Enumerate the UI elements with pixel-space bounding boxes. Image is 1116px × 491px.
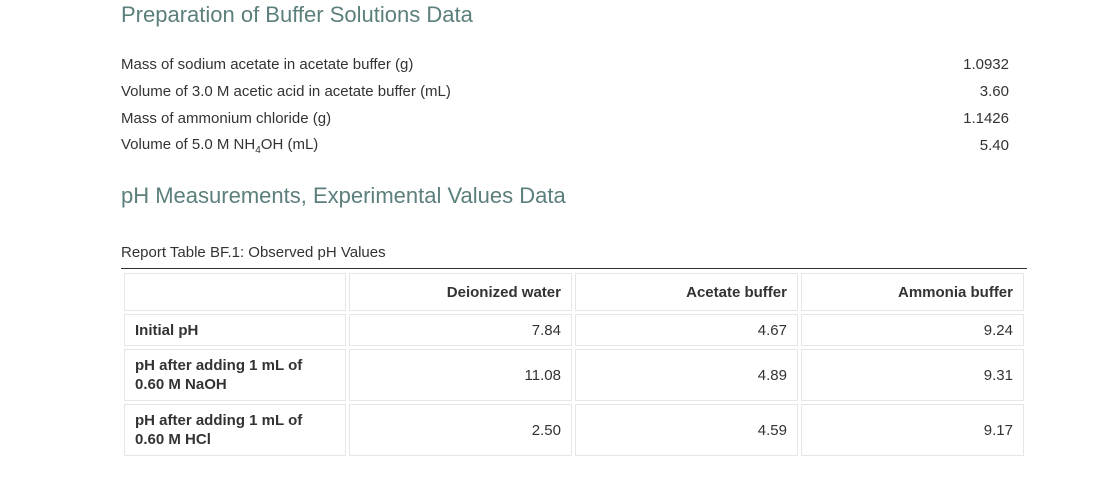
row-label-line: 0.60 M HCl	[135, 431, 211, 448]
cell-value: 7.84	[348, 314, 572, 346]
prep-data-list: Mass of sodium acetate in acetate buffer…	[121, 51, 1009, 159]
prep-value: 1.1426	[963, 110, 1009, 127]
cell-value: 9.31	[800, 349, 1024, 401]
prep-row-ammonium-chloride: Mass of ammonium chloride (g) 1.1426	[121, 105, 1009, 132]
cell-value: 4.89	[574, 349, 798, 401]
label-subscript: 4	[255, 144, 261, 156]
header-ammonia-buffer: Ammonia buffer	[800, 273, 1024, 311]
table-row: pH after adding 1 mL of 0.60 M NaOH 11.0…	[124, 349, 1024, 401]
cell-value: 4.67	[574, 314, 798, 346]
observed-ph-table: Deionized water Acetate buffer Ammonia b…	[121, 270, 1027, 459]
prep-value: 3.60	[979, 83, 1009, 100]
prep-label: Mass of sodium acetate in acetate buffer…	[121, 56, 414, 73]
cell-value: 9.17	[800, 404, 1024, 456]
row-label-line: pH after adding 1 mL of	[135, 412, 303, 429]
row-label-line: 0.60 M NaOH	[135, 376, 227, 393]
table-header-row: Deionized water Acetate buffer Ammonia b…	[124, 273, 1024, 311]
row-label-naoh: pH after adding 1 mL of 0.60 M NaOH	[124, 349, 346, 401]
prep-row-sodium-acetate: Mass of sodium acetate in acetate buffer…	[121, 51, 1009, 78]
table-row: pH after adding 1 mL of 0.60 M HCl 2.50 …	[124, 404, 1024, 456]
label-suffix: OH (mL)	[260, 135, 319, 153]
table-caption: Report Table BF.1: Observed pH Values	[121, 244, 386, 261]
prep-row-acetic-acid: Volume of 3.0 M acetic acid in acetate b…	[121, 78, 1009, 105]
prep-row-nh4oh: Volume of 5.0 M NH4OH (mL) 5.40	[121, 132, 1009, 159]
table-row: Initial pH 7.84 4.67 9.24	[124, 314, 1024, 346]
cell-value: 2.50	[348, 404, 572, 456]
label-prefix: Volume of 5.0 M NH	[121, 135, 256, 153]
row-label-line: pH after adding 1 mL of	[135, 357, 303, 374]
cell-value: 9.24	[800, 314, 1024, 346]
prep-heading: Preparation of Buffer Solutions Data	[121, 2, 473, 27]
header-deionized-water: Deionized water	[348, 273, 572, 311]
caption-divider	[121, 268, 1027, 269]
ph-heading: pH Measurements, Experimental Values Dat…	[121, 183, 566, 208]
cell-value: 11.08	[348, 349, 572, 401]
cell-value: 4.59	[574, 404, 798, 456]
header-acetate-buffer: Acetate buffer	[574, 273, 798, 311]
prep-label: Volume of 5.0 M NH4OH (mL)	[121, 136, 318, 156]
prep-label: Volume of 3.0 M acetic acid in acetate b…	[121, 83, 451, 100]
header-empty	[124, 273, 346, 311]
prep-value: 1.0932	[963, 56, 1009, 73]
row-label-initial-ph: Initial pH	[124, 314, 346, 346]
prep-label: Mass of ammonium chloride (g)	[121, 110, 332, 127]
row-label-hcl: pH after adding 1 mL of 0.60 M HCl	[124, 404, 346, 456]
prep-value: 5.40	[979, 137, 1009, 154]
